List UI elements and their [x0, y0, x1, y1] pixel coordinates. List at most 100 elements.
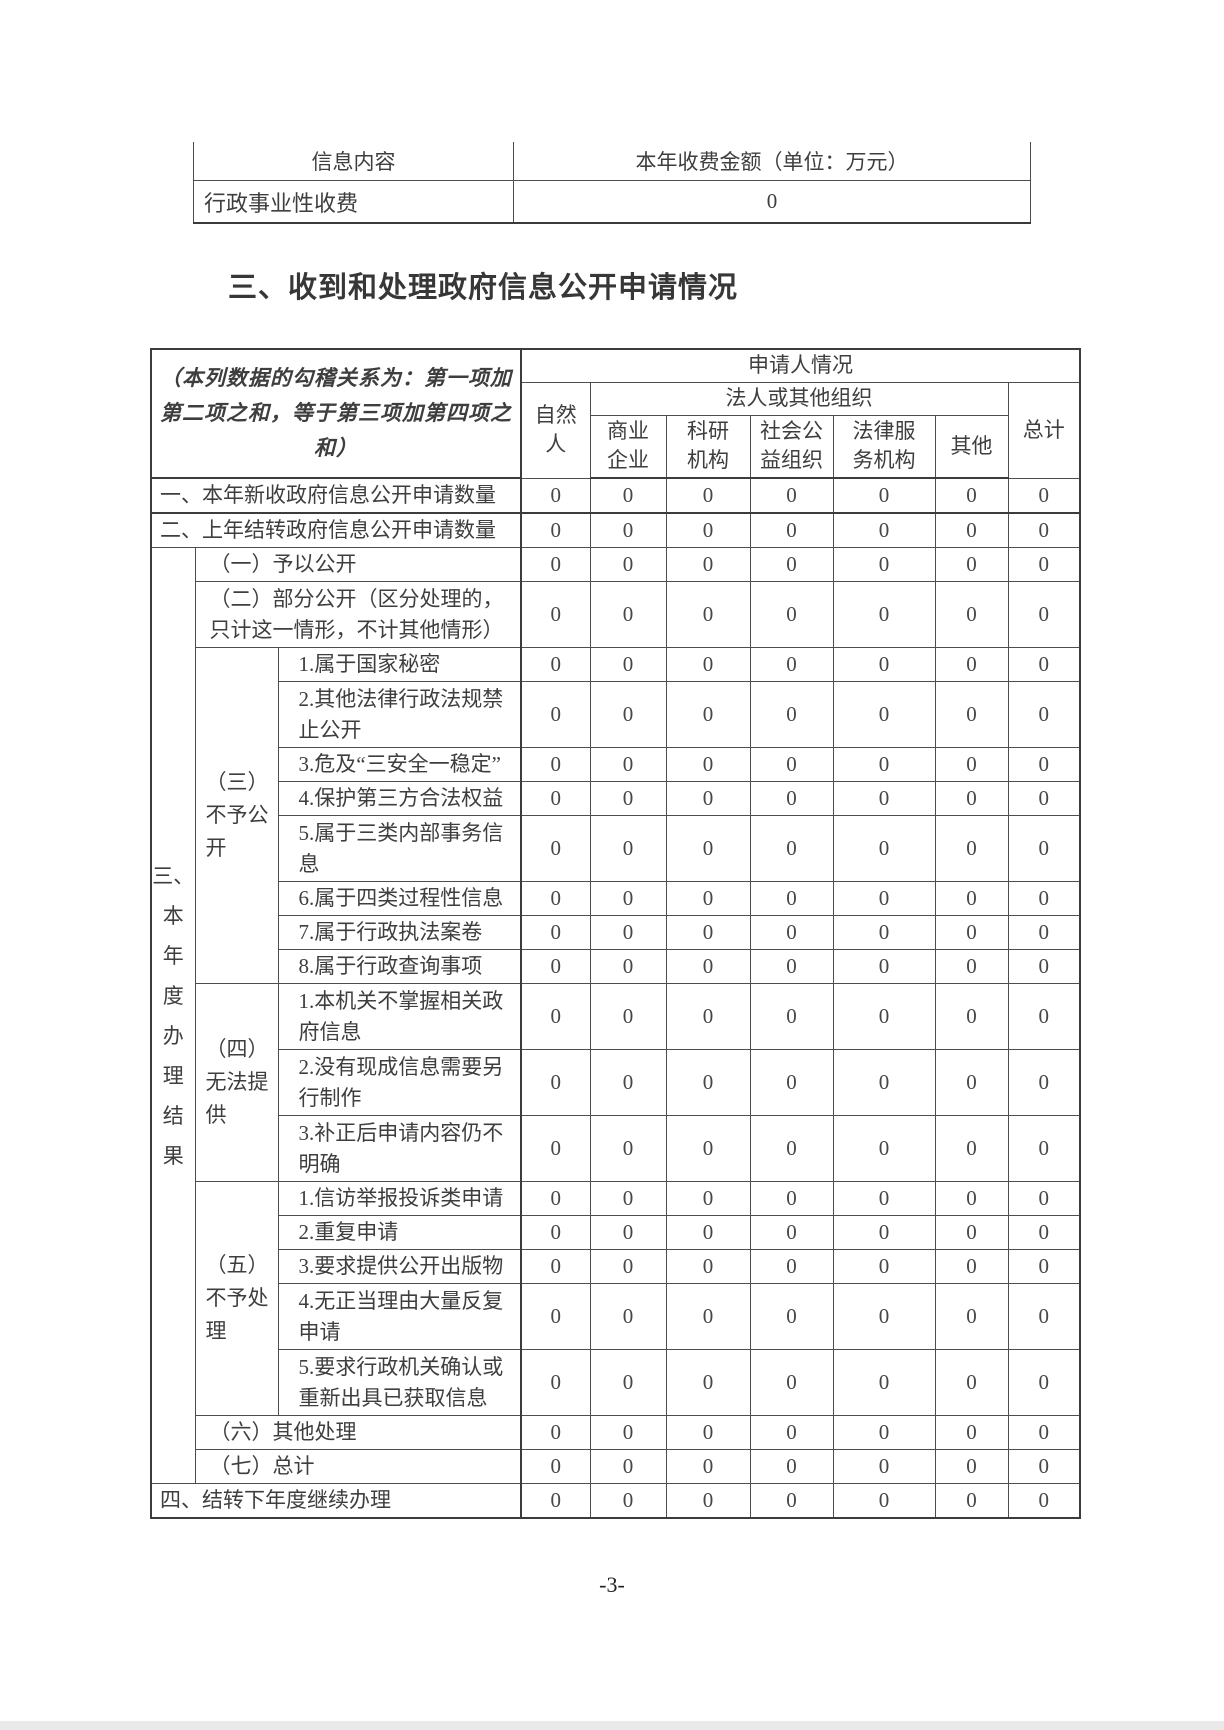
value-cell: 0	[520, 1349, 591, 1416]
row-label: 二、上年结转政府信息公开申请数量	[150, 512, 522, 548]
row-label: 5.属于三类内部事务信息	[277, 815, 522, 882]
table-row: 三、 本 年 度 办 理 结 果 （一）予以公开 0 0 0 0 0 0 0	[150, 547, 1081, 1484]
group-label-unable-to-provide: （四） 无法提 供	[194, 983, 279, 1182]
org-column-header-other: 其他	[934, 414, 1009, 479]
row-label: 1.属于国家秘密	[277, 647, 522, 682]
value-cell: 0	[665, 1049, 751, 1116]
value-cell: 0	[749, 681, 834, 748]
value-cell: 0	[520, 1449, 591, 1484]
row-label: 4.无正当理由大量反复申请	[277, 1283, 522, 1350]
value-cell: 0	[1007, 477, 1081, 514]
value-cell: 0	[1007, 512, 1081, 548]
value-cell: 0	[934, 1449, 1009, 1484]
value-cell: 0	[934, 747, 1009, 782]
value-cell: 0	[934, 1249, 1009, 1284]
value-cell: 0	[832, 477, 936, 514]
value-cell: 0	[589, 781, 667, 816]
value-cell: 0	[665, 1415, 751, 1450]
value-cell: 0	[832, 1483, 936, 1519]
value-cell: 0	[520, 747, 591, 782]
value-cell: 0	[589, 681, 667, 748]
value-cell: 0	[665, 915, 751, 950]
value-cell: 0	[749, 1215, 834, 1250]
value-cell: 0	[934, 1181, 1009, 1216]
value-cell: 0	[832, 581, 936, 648]
value-cell: 0	[589, 881, 667, 916]
value-cell: 0	[520, 1049, 591, 1116]
value-cell: 0	[1007, 547, 1081, 582]
legal-org-header: 法人或其他组织	[589, 381, 1009, 416]
value-cell: 0	[934, 647, 1009, 682]
value-cell: 0	[665, 1483, 751, 1519]
value-cell: 0	[934, 983, 1009, 1050]
row-label: 2.重复申请	[277, 1215, 522, 1250]
value-cell: 0	[934, 815, 1009, 882]
fee-header-amount: 本年收费金额（单位：万元）	[513, 142, 1031, 181]
value-cell: 0	[934, 781, 1009, 816]
value-cell: 0	[1007, 1215, 1081, 1250]
fee-header-row: 信息内容 本年收费金额（单位：万元）	[193, 142, 1031, 181]
value-cell: 0	[832, 1283, 936, 1350]
page-bottom-strip	[0, 1721, 1224, 1730]
value-cell: 0	[832, 1449, 936, 1484]
value-cell: 0	[934, 1483, 1009, 1519]
header-row-1: （本列数据的勾稽关系为：第一项加第二项之和，等于第三项加第四项之和） 申请人情况	[150, 348, 1081, 479]
value-cell: 0	[589, 1049, 667, 1116]
table-row: 4.保护第三方合法权益 0 0 0 0 0 0 0	[151, 781, 1081, 816]
value-cell: 0	[520, 881, 591, 916]
value-cell: 0	[520, 815, 591, 882]
table-row: （二）部分公开（区分处理的，只计这一情形，不计其他情形） 0 0 0 0 0 0…	[151, 581, 1081, 648]
value-cell: 0	[749, 1483, 834, 1519]
value-cell: 0	[589, 1181, 667, 1216]
value-cell: 0	[665, 949, 751, 984]
value-cell: 0	[1007, 581, 1081, 648]
value-cell: 0	[665, 681, 751, 748]
value-cell: 0	[832, 1181, 936, 1216]
value-cell: 0	[1007, 915, 1081, 950]
value-cell: 0	[520, 949, 591, 984]
application-table: （本列数据的勾稽关系为：第一项加第二项之和，等于第三项加第四项之和） 申请人情况…	[150, 348, 1082, 1519]
value-cell: 0	[749, 1415, 834, 1450]
table-row: 7.属于行政执法案卷 0 0 0 0 0 0 0	[151, 915, 1081, 950]
row-label: 1.本机关不掌握相关政府信息	[277, 983, 522, 1050]
table-row: 4.无正当理由大量反复申请 0 0 0 0 0 0 0	[151, 1283, 1081, 1350]
section-heading: 三、收到和处理政府信息公开申请情况	[228, 272, 739, 304]
value-cell: 0	[749, 781, 834, 816]
value-cell: 0	[1007, 781, 1081, 816]
table-row: （四） 无法提 供 1.本机关不掌握相关政府信息 0 0 0 0 0 0 0	[151, 983, 1081, 1182]
value-cell: 0	[749, 747, 834, 782]
value-cell: 0	[1007, 1181, 1081, 1216]
value-cell: 0	[665, 1449, 751, 1484]
value-cell: 0	[1007, 647, 1081, 682]
value-cell: 0	[1007, 1483, 1081, 1519]
fee-row-label: 行政事业性收费	[193, 180, 514, 224]
value-cell: 0	[832, 1049, 936, 1116]
section3-vertical-label: 三、 本 年 度 办 理 结 果	[150, 547, 196, 1484]
row-label: 2.其他法律行政法规禁止公开	[277, 681, 522, 748]
value-cell: 0	[934, 547, 1009, 582]
row-label: （一）予以公开	[194, 547, 522, 582]
value-cell: 0	[1007, 1283, 1081, 1350]
value-cell: 0	[934, 581, 1009, 648]
value-cell: 0	[1007, 815, 1081, 882]
value-cell: 0	[832, 681, 936, 748]
header-row-2: 自然 人 法人或其他组织 总计	[151, 381, 1081, 479]
value-cell: 0	[520, 781, 591, 816]
value-cell: 0	[749, 1283, 834, 1350]
note-cell: （本列数据的勾稽关系为：第一项加第二项之和，等于第三项加第四项之和）	[150, 348, 522, 479]
org-column-header-commercial: 商业 企业	[589, 414, 667, 479]
value-cell: 0	[934, 477, 1009, 514]
value-cell: 0	[589, 647, 667, 682]
table-row: 5.要求行政机关确认或重新出具已获取信息 0 0 0 0 0 0 0	[151, 1349, 1081, 1416]
table-row: 6.属于四类过程性信息 0 0 0 0 0 0 0	[151, 881, 1081, 916]
value-cell: 0	[934, 1215, 1009, 1250]
value-cell: 0	[589, 1483, 667, 1519]
table-row: 2.其他法律行政法规禁止公开 0 0 0 0 0 0 0	[151, 681, 1081, 748]
value-cell: 0	[749, 647, 834, 682]
row-label: 一、本年新收政府信息公开申请数量	[150, 477, 522, 514]
value-cell: 0	[520, 512, 591, 548]
value-cell: 0	[520, 983, 591, 1050]
value-cell: 0	[589, 1449, 667, 1484]
value-cell: 0	[1007, 983, 1081, 1050]
value-cell: 0	[589, 915, 667, 950]
